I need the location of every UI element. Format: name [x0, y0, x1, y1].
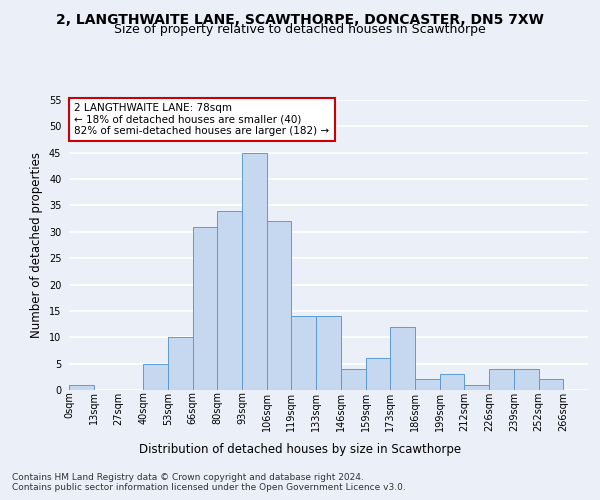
Bar — [514, 369, 539, 390]
Bar — [390, 326, 415, 390]
Bar — [316, 316, 341, 390]
Bar — [489, 369, 514, 390]
Bar — [539, 380, 563, 390]
Bar — [440, 374, 464, 390]
Text: Size of property relative to detached houses in Scawthorpe: Size of property relative to detached ho… — [114, 24, 486, 36]
Bar — [69, 384, 94, 390]
Text: Distribution of detached houses by size in Scawthorpe: Distribution of detached houses by size … — [139, 442, 461, 456]
Bar — [415, 380, 440, 390]
Y-axis label: Number of detached properties: Number of detached properties — [31, 152, 43, 338]
Bar — [464, 384, 489, 390]
Bar — [341, 369, 365, 390]
Bar — [267, 222, 292, 390]
Bar — [292, 316, 316, 390]
Bar — [217, 210, 242, 390]
Bar — [365, 358, 390, 390]
Bar — [193, 226, 217, 390]
Bar — [242, 152, 267, 390]
Text: 2, LANGTHWAITE LANE, SCAWTHORPE, DONCASTER, DN5 7XW: 2, LANGTHWAITE LANE, SCAWTHORPE, DONCAST… — [56, 12, 544, 26]
Text: Contains HM Land Registry data © Crown copyright and database right 2024.
Contai: Contains HM Land Registry data © Crown c… — [12, 472, 406, 492]
Text: 2 LANGTHWAITE LANE: 78sqm
← 18% of detached houses are smaller (40)
82% of semi-: 2 LANGTHWAITE LANE: 78sqm ← 18% of detac… — [74, 103, 329, 136]
Bar — [143, 364, 168, 390]
Bar — [168, 338, 193, 390]
